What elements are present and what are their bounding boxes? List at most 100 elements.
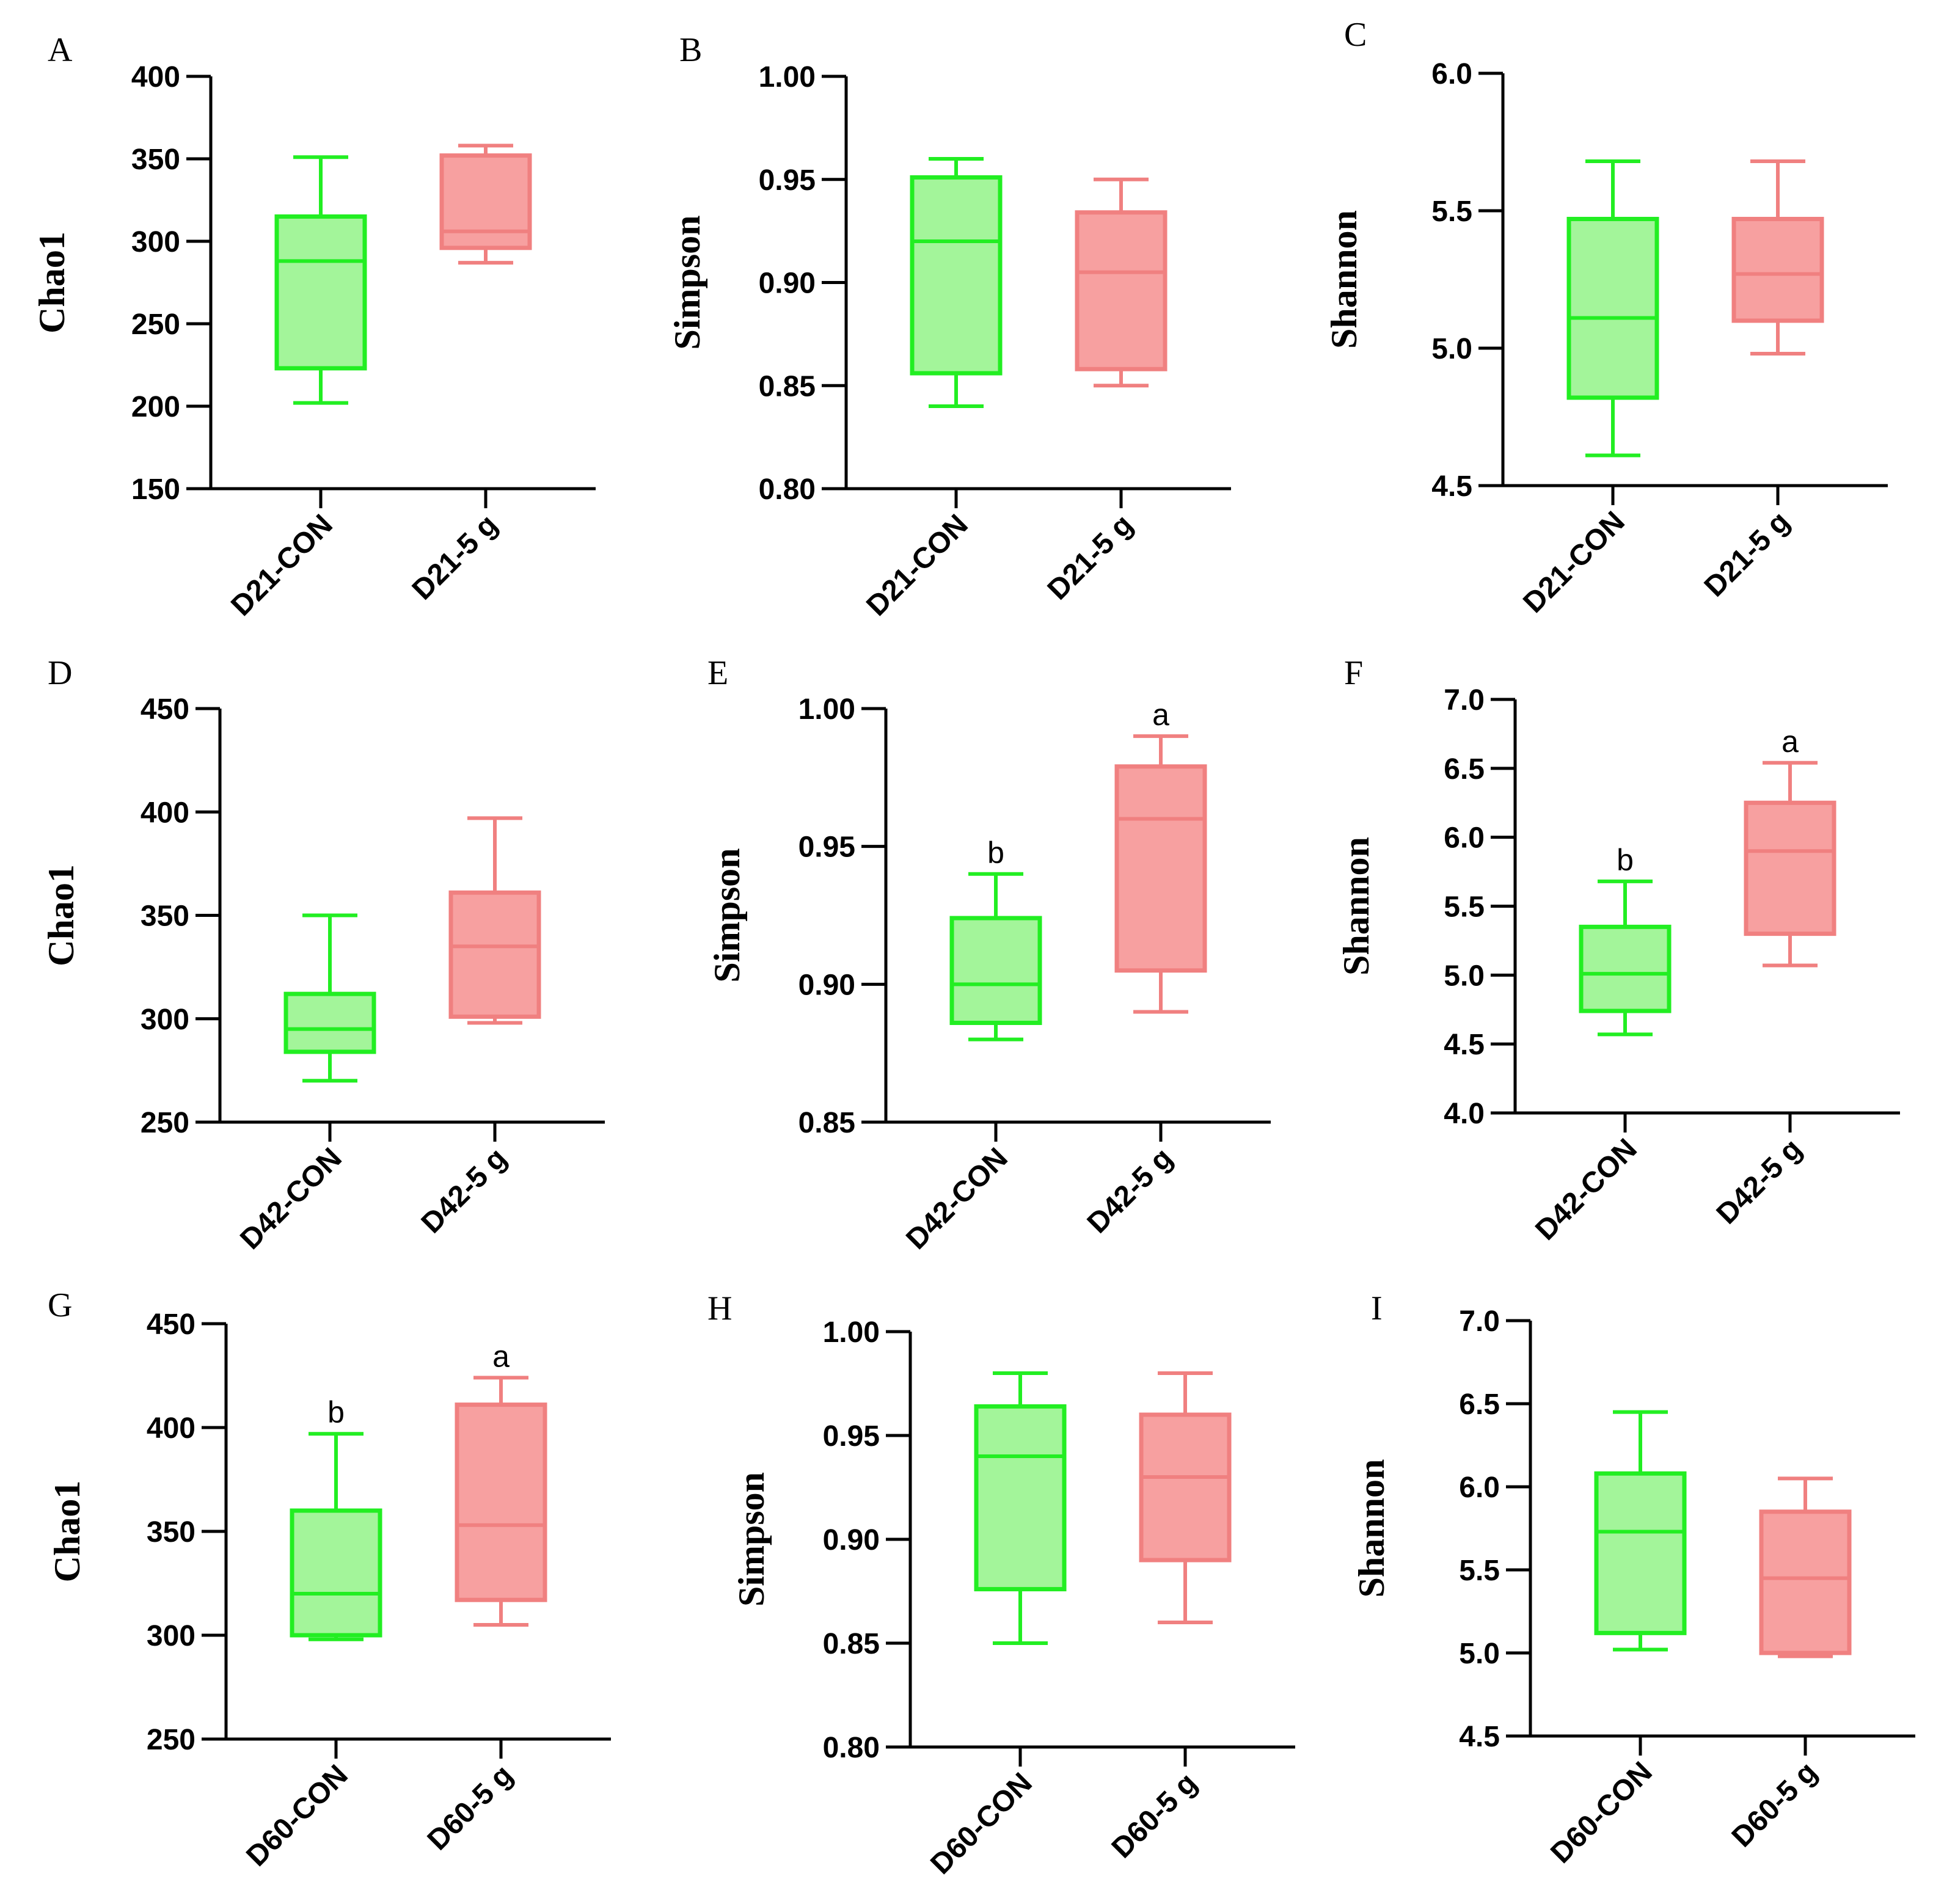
x-tick-label: D21-5 g	[1698, 505, 1796, 603]
panel-g: G 250 300 350 400 450 Chao1 D60-CON b D60-5 g a	[47, 1286, 611, 1873]
y-tick-label: 1.00	[823, 1316, 880, 1349]
x-tick-label: D42-5 g	[1711, 1133, 1808, 1230]
y-tick-label: 0.80	[823, 1732, 880, 1764]
panel-letter: E	[707, 654, 728, 692]
significance-letter: b	[327, 1395, 345, 1429]
panel-c: C 4.5 5.0 5.5 6.0 Shannon D21-CON D21-5 g	[1324, 16, 1888, 619]
y-tick-label: 0.95	[759, 164, 816, 197]
significance-letter: b	[1617, 843, 1634, 877]
y-tick-label: 0.95	[798, 831, 855, 864]
x-tick-label: D21-CON	[225, 508, 338, 622]
y-tick-label: 1.00	[798, 693, 855, 726]
panel-letter: A	[48, 31, 73, 69]
significance-letter: a	[1152, 698, 1169, 732]
x-tick-label: D42-5 g	[415, 1142, 513, 1239]
iqr-box	[274, 214, 367, 371]
iqr-box	[1744, 800, 1836, 936]
y-tick-label: 5.5	[1444, 891, 1485, 924]
y-tick-label: 250	[141, 1107, 189, 1139]
y-tick-label: 0.85	[823, 1628, 880, 1660]
iqr-box	[455, 1402, 547, 1602]
y-tick-label: 0.90	[798, 969, 855, 1001]
y-tick-label: 4.5	[1431, 470, 1472, 503]
y-tick-label: 6.0	[1431, 58, 1472, 90]
panel-a: A 150 200 250 300 350 400 Chao1 D21-CON D21-5 g	[32, 31, 596, 622]
iqr-box	[1759, 1509, 1852, 1655]
panel-letter: B	[679, 31, 702, 69]
box-d60-con: D60-CON	[1544, 1410, 1687, 1870]
y-tick-label: 7.0	[1459, 1305, 1500, 1338]
panel-letter: I	[1371, 1289, 1383, 1327]
y-tick-label: 250	[131, 308, 180, 341]
y-tick-label: 7.0	[1444, 684, 1485, 717]
iqr-box	[949, 916, 1042, 1026]
significance-letter: a	[1781, 724, 1799, 759]
y-tick-label: 0.90	[823, 1524, 880, 1556]
y-axis-label: Simpson	[707, 848, 747, 982]
iqr-box	[910, 175, 1003, 376]
y-tick-label: 5.0	[1444, 960, 1485, 992]
y-tick-label: 5.5	[1459, 1555, 1500, 1587]
y-tick-label: 250	[147, 1724, 196, 1756]
panel-letter: C	[1344, 16, 1367, 54]
box-d42-con: D42-CON	[234, 913, 376, 1256]
y-tick-label: 400	[131, 61, 180, 93]
iqr-box	[1114, 764, 1207, 973]
y-tick-label: 1.00	[759, 61, 816, 93]
box-d60-5g: D60-5 g	[1726, 1476, 1852, 1853]
y-tick-label: 300	[141, 1004, 189, 1036]
y-axis-label: Chao1	[41, 864, 81, 966]
box-d60-5g: D60-5 g a	[422, 1339, 547, 1856]
panel-i: I 4.5 5.0 5.5 6.0 6.5 7.0 Shannon D60-CON D60-5 g	[1351, 1289, 1915, 1870]
box-d42-5g: D42-5 g	[415, 816, 541, 1239]
y-tick-label: 350	[147, 1516, 196, 1548]
x-tick-label: D21-5 g	[1042, 508, 1139, 606]
iqr-box	[1075, 210, 1168, 371]
y-axis-label: Simpson	[667, 215, 707, 349]
y-tick-label: 6.0	[1459, 1472, 1500, 1504]
y-tick-label: 4.0	[1444, 1098, 1485, 1130]
x-tick-label: D60-5 g	[422, 1759, 519, 1856]
y-tick-label: 6.0	[1444, 822, 1485, 855]
iqr-box	[974, 1404, 1067, 1592]
y-tick-label: 450	[141, 693, 189, 726]
y-tick-label: 0.85	[798, 1107, 855, 1139]
significance-letter: a	[492, 1339, 510, 1373]
y-tick-label: 4.5	[1459, 1721, 1500, 1753]
iqr-box	[283, 991, 376, 1054]
panel-b: B 0.80 0.85 0.90 0.95 1.00 Simpson D21-CON D21-5…	[667, 31, 1231, 622]
y-tick-label: 400	[141, 797, 189, 829]
box-d21-con: D21-CON	[1517, 159, 1659, 619]
y-tick-label: 300	[147, 1620, 196, 1652]
box-d42-5g: D42-5 g a	[1081, 698, 1207, 1239]
iqr-box	[1594, 1471, 1687, 1635]
panel-letter: G	[48, 1286, 72, 1324]
box-d21-5g: D21-5 g	[406, 144, 532, 606]
box-d42-con: D42-CON b	[900, 836, 1042, 1256]
y-axis-label: Shannon	[1351, 1459, 1392, 1598]
panel-letter: D	[48, 654, 72, 692]
panel-f: F4.04.55.05.56.06.57.0ShannonD42-CONbD42…	[1336, 654, 1900, 1247]
y-tick-label: 400	[147, 1412, 196, 1445]
box-d21-con: D21-CON	[860, 157, 1003, 622]
y-tick-label: 6.5	[1459, 1388, 1500, 1421]
y-tick-label: 0.85	[759, 370, 816, 403]
x-tick-label: D60-5 g	[1106, 1767, 1204, 1864]
y-axis-label: Shannon	[1336, 837, 1376, 976]
panel-letter: H	[707, 1289, 732, 1327]
y-tick-label: 150	[131, 473, 180, 506]
box-d21-5g: D21-5 g	[1698, 159, 1824, 603]
box-d60-con: D60-CON b	[240, 1395, 382, 1873]
panel-h: H 0.80 0.85 0.90 0.95 1.00 Simpson D60-CON D60-5…	[707, 1289, 1295, 1881]
y-tick-label: 5.0	[1431, 333, 1472, 365]
y-tick-label: 6.5	[1444, 753, 1485, 786]
iqr-box	[290, 1508, 382, 1638]
iqr-box	[1731, 217, 1824, 323]
box-d60-5g: D60-5 g	[1106, 1371, 1232, 1864]
y-tick-label: 350	[131, 144, 180, 176]
x-tick-label: D60-CON	[1544, 1756, 1658, 1869]
iqr-box	[439, 153, 532, 250]
x-tick-label: D42-CON	[1529, 1133, 1643, 1246]
y-axis-label: Shannon	[1324, 210, 1364, 349]
